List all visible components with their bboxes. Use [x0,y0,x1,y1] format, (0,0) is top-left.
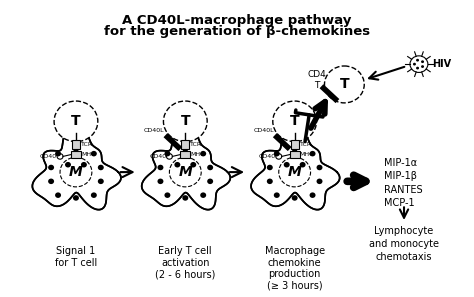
Text: Signal 1
for T cell: Signal 1 for T cell [55,246,97,268]
Circle shape [416,59,419,61]
Text: CD40: CD40 [259,154,276,159]
Circle shape [267,165,273,170]
Text: MIP-1α
MIP-1β
RANTES
MCP-1: MIP-1α MIP-1β RANTES MCP-1 [384,158,423,208]
Circle shape [317,178,322,184]
Circle shape [274,192,280,198]
Text: CD40L: CD40L [253,128,274,133]
Circle shape [267,178,273,184]
Circle shape [274,151,280,157]
Circle shape [325,66,364,103]
Circle shape [300,162,306,168]
FancyBboxPatch shape [72,140,80,149]
FancyBboxPatch shape [291,140,299,149]
Text: M: M [288,165,301,179]
Text: MHC: MHC [190,152,205,157]
Text: Macrophage
chemokine
production
(≥ 3 hours): Macrophage chemokine production (≥ 3 hou… [264,246,325,291]
Circle shape [73,195,79,201]
Text: CD40L: CD40L [144,128,164,133]
Circle shape [310,151,316,157]
Circle shape [73,146,79,152]
Circle shape [421,65,424,68]
FancyBboxPatch shape [180,151,190,158]
Text: HIV: HIV [432,59,451,69]
Circle shape [54,101,98,142]
Circle shape [157,165,164,170]
Circle shape [284,162,290,168]
Text: CD4
T: CD4 T [307,70,326,89]
Circle shape [292,195,298,201]
Polygon shape [251,122,340,210]
Text: Lymphocyte
and monocyte
chemotaxis: Lymphocyte and monocyte chemotaxis [369,226,439,262]
Text: Early T cell
activation
(2 - 6 hours): Early T cell activation (2 - 6 hours) [155,246,216,279]
Circle shape [182,146,188,152]
Text: T: T [71,114,81,128]
Circle shape [164,192,170,198]
Circle shape [174,162,180,168]
Text: T: T [290,114,300,128]
Text: M: M [178,165,192,179]
Circle shape [200,192,206,198]
Polygon shape [142,122,230,210]
Text: CD40: CD40 [40,154,57,159]
Circle shape [48,165,54,170]
Circle shape [413,63,416,66]
Circle shape [164,151,170,157]
Circle shape [182,195,188,201]
Circle shape [91,151,97,157]
FancyBboxPatch shape [290,151,300,158]
Circle shape [91,192,97,198]
Circle shape [48,178,54,184]
Text: CD40: CD40 [149,154,166,159]
Circle shape [207,165,213,170]
Circle shape [190,162,196,168]
Circle shape [273,101,317,142]
Circle shape [317,165,322,170]
Text: MHC: MHC [300,152,314,157]
Circle shape [421,60,424,63]
Text: T: T [181,114,190,128]
FancyBboxPatch shape [182,140,189,149]
Circle shape [65,162,71,168]
Text: TCR: TCR [81,142,93,147]
Circle shape [157,178,164,184]
Text: A CD40L-macrophage pathway: A CD40L-macrophage pathway [122,14,352,27]
Text: M: M [69,165,83,179]
Circle shape [310,192,316,198]
FancyBboxPatch shape [71,151,81,158]
Circle shape [81,162,87,168]
Text: for the generation of β-chemokines: for the generation of β-chemokines [104,25,370,38]
Text: MHC: MHC [81,152,95,157]
Text: T: T [339,78,349,91]
Circle shape [200,151,206,157]
Circle shape [416,67,419,69]
Text: TCR: TCR [300,142,312,147]
Circle shape [55,192,61,198]
Circle shape [55,151,61,157]
Circle shape [164,101,207,142]
Circle shape [98,178,104,184]
Circle shape [98,165,104,170]
Circle shape [207,178,213,184]
Text: TCR: TCR [190,142,202,147]
Circle shape [292,146,298,152]
Polygon shape [32,122,121,210]
